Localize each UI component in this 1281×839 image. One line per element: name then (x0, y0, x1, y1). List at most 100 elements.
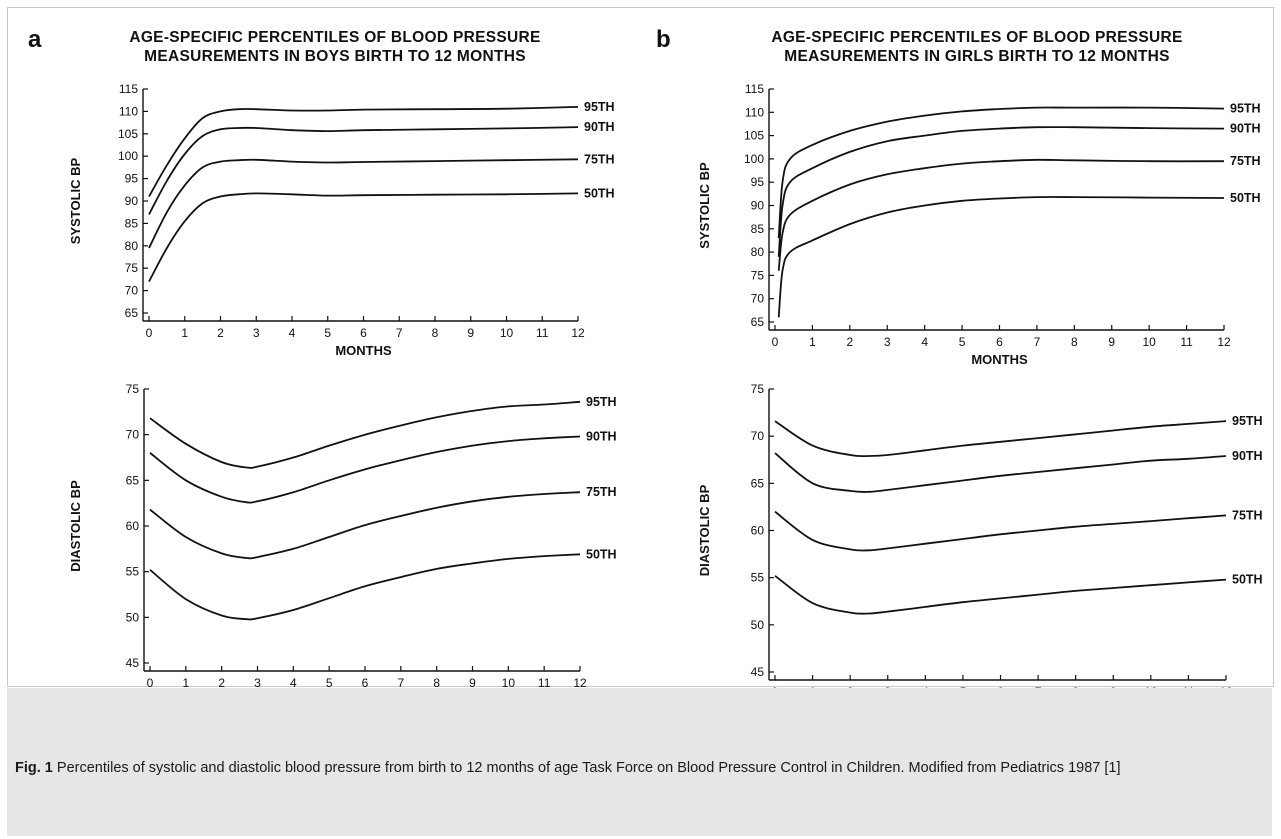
y-tick-label: 75 (751, 382, 765, 396)
y-tick-label: 90 (125, 194, 139, 208)
series-label-75TH: 75TH (1230, 154, 1261, 168)
x-axis-title: MONTHS (971, 352, 1028, 367)
x-tick-label: 7 (396, 326, 403, 340)
series-line-90TH (777, 126, 1225, 257)
y-tick-label: 55 (126, 565, 140, 579)
series-line-95TH (149, 400, 581, 469)
series-line-90TH (149, 435, 581, 504)
x-tick-label: 1 (809, 335, 816, 349)
series-label-75TH: 75TH (586, 485, 617, 499)
y-tick-label: 65 (751, 476, 765, 490)
y-tick-label: 65 (751, 315, 765, 329)
y-axis-title: SYSTOLIC BP (697, 162, 712, 249)
y-tick-label: 70 (125, 284, 139, 298)
x-tick-label: 0 (146, 326, 153, 340)
plot-a-diastolic: 455055606570750123456789101112MONTHSDIAS… (68, 382, 617, 708)
series-line-75TH (149, 491, 581, 560)
x-tick-label: 4 (289, 326, 296, 340)
x-tick-label: 12 (571, 326, 585, 340)
x-axis-title: MONTHS (335, 343, 392, 358)
y-tick-label: 50 (751, 618, 765, 632)
series-label-95TH: 95TH (586, 395, 617, 409)
x-tick-label: 11 (538, 676, 551, 690)
series-line-95TH (777, 106, 1225, 239)
y-axis-title: DIASTOLIC BP (68, 480, 83, 572)
y-axis-title: SYSTOLIC BP (68, 157, 83, 244)
x-tick-label: 2 (217, 326, 224, 340)
y-tick-label: 115 (745, 82, 764, 96)
series-line-90TH (774, 452, 1227, 493)
y-tick-label: 100 (744, 152, 764, 166)
series-line-75TH (777, 158, 1225, 271)
x-tick-label: 2 (846, 335, 853, 349)
series-label-75TH: 75TH (1232, 508, 1263, 522)
x-tick-label: 1 (182, 676, 189, 690)
y-tick-label: 80 (751, 245, 765, 259)
x-tick-label: 9 (1108, 335, 1115, 349)
x-tick-label: 3 (254, 676, 261, 690)
panel-b-title: AGE-SPECIFIC PERCENTILES OF BLOOD PRESSU… (742, 28, 1212, 66)
x-tick-label: 9 (469, 676, 476, 690)
x-tick-label: 3 (253, 326, 260, 340)
y-tick-label: 55 (751, 571, 765, 585)
series-label-75TH: 75TH (584, 152, 615, 166)
y-tick-label: 105 (744, 129, 764, 143)
x-tick-label: 5 (326, 676, 333, 690)
x-tick-label: 10 (502, 676, 516, 690)
series-label-95TH: 95TH (1232, 414, 1263, 428)
y-tick-label: 60 (126, 519, 140, 533)
x-tick-label: 0 (147, 676, 154, 690)
series-label-90TH: 90TH (1232, 449, 1263, 463)
x-tick-label: 8 (433, 676, 440, 690)
x-tick-label: 4 (290, 676, 297, 690)
y-tick-label: 85 (125, 216, 139, 230)
y-tick-label: 60 (751, 524, 765, 538)
x-tick-label: 9 (467, 326, 474, 340)
series-label-50TH: 50TH (1230, 191, 1261, 205)
panel-a-title-line1: AGE-SPECIFIC PERCENTILES OF BLOOD PRESSU… (129, 29, 541, 46)
y-tick-label: 45 (751, 665, 765, 679)
series-label-50TH: 50TH (1232, 573, 1263, 587)
figure-caption: Fig. 1 Percentiles of systolic and diast… (15, 758, 1255, 779)
caption-text: Percentiles of systolic and diastolic bl… (52, 760, 1121, 776)
series-line-90TH (148, 126, 579, 215)
y-tick-label: 50 (126, 610, 140, 624)
x-tick-label: 10 (500, 326, 514, 340)
series-line-50TH (777, 196, 1225, 318)
x-tick-label: 2 (218, 676, 225, 690)
series-label-90TH: 90TH (586, 429, 617, 443)
series-line-75TH (148, 158, 579, 249)
y-tick-label: 100 (118, 149, 138, 163)
y-tick-label: 115 (119, 82, 138, 96)
panel-a-title: AGE-SPECIFIC PERCENTILES OF BLOOD PRESSU… (100, 28, 570, 66)
series-line-95TH (148, 106, 579, 197)
series-label-90TH: 90TH (1230, 122, 1261, 136)
y-tick-label: 110 (745, 105, 764, 119)
x-tick-label: 12 (573, 676, 587, 690)
y-tick-label: 75 (125, 261, 139, 275)
series-label-50TH: 50TH (584, 186, 615, 200)
y-tick-label: 75 (126, 382, 140, 396)
y-tick-label: 65 (126, 473, 140, 487)
series-line-50TH (149, 553, 581, 621)
x-tick-label: 7 (397, 676, 404, 690)
panel-a-title-line2: MEASUREMENTS IN BOYS BIRTH TO 12 MONTHS (144, 48, 526, 65)
series-label-95TH: 95TH (584, 100, 615, 114)
series-line-50TH (774, 575, 1227, 615)
y-tick-label: 90 (751, 199, 765, 213)
caption-background (7, 688, 1272, 836)
x-tick-label: 3 (884, 335, 891, 349)
x-tick-label: 10 (1142, 335, 1156, 349)
x-tick-label: 6 (360, 326, 367, 340)
y-tick-label: 105 (118, 127, 138, 141)
series-line-50TH (148, 192, 579, 283)
y-tick-label: 95 (125, 172, 139, 186)
series-label-50TH: 50TH (586, 547, 617, 561)
x-tick-label: 6 (362, 676, 369, 690)
panel-b-title-line1: AGE-SPECIFIC PERCENTILES OF BLOOD PRESSU… (771, 29, 1183, 46)
panel-b-title-line2: MEASUREMENTS IN GIRLS BIRTH TO 12 MONTHS (784, 48, 1170, 65)
y-tick-label: 80 (125, 239, 139, 253)
